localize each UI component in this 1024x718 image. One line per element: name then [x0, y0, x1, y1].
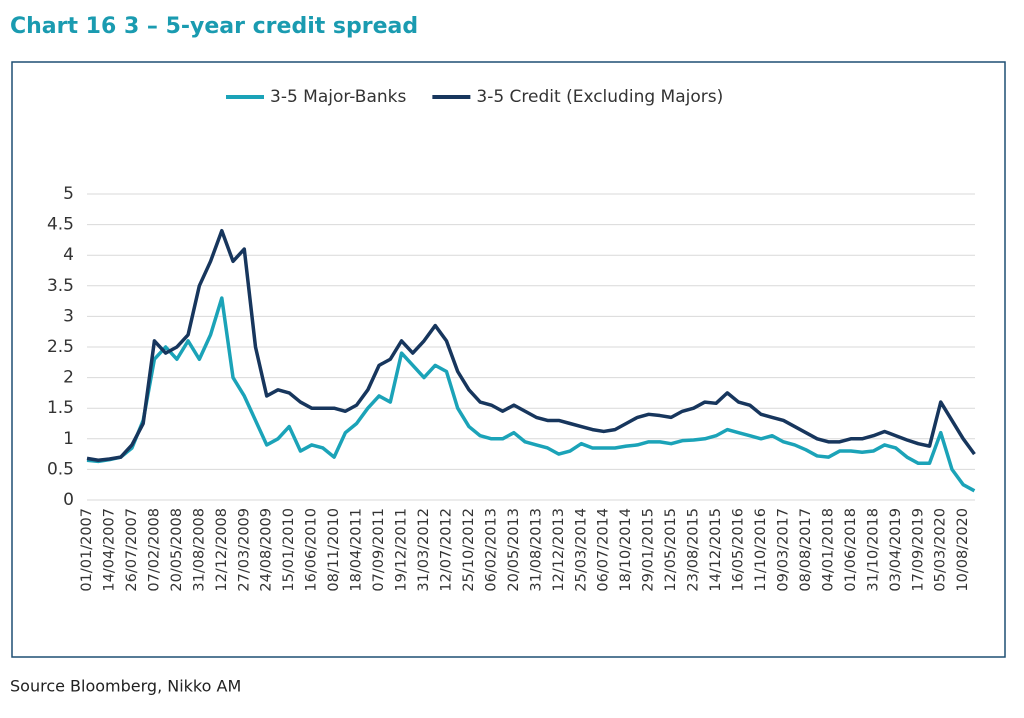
x-tick-label: 10/08/2020 — [955, 508, 971, 592]
x-tick-label: 03/04/2019 — [888, 508, 904, 592]
x-tick-label: 27/03/2009 — [236, 508, 252, 592]
x-tick-label: 08/11/2010 — [326, 508, 342, 592]
x-tick-label: 12/12/2008 — [214, 508, 230, 592]
x-tick-label: 26/07/2007 — [124, 508, 140, 592]
x-tick-label: 12/07/2012 — [438, 508, 454, 592]
y-tick-label: 1.5 — [47, 398, 74, 418]
series-line — [86, 296, 976, 493]
x-tick-label: 08/08/2017 — [798, 508, 814, 592]
x-tick-label: 20/05/2008 — [169, 508, 185, 592]
y-tick-label: 3.5 — [47, 276, 74, 296]
y-tick-label: 0.5 — [47, 459, 74, 479]
y-tick-label: 2 — [63, 368, 74, 388]
x-tick-label: 15/01/2010 — [281, 508, 297, 592]
x-tick-label: 16/06/2010 — [304, 508, 320, 592]
x-tick-label: 12/12/2013 — [551, 508, 567, 592]
x-tick-label: 18/10/2014 — [618, 508, 634, 592]
x-tick-label: 06/07/2014 — [596, 508, 612, 592]
y-tick-label: 1 — [63, 429, 74, 449]
x-tick-label: 14/04/2007 — [101, 508, 117, 592]
chart-title: Chart 16 3 – 5-year credit spread — [10, 14, 418, 39]
y-tick-label: 4 — [63, 245, 74, 265]
legend-label: 3-5 Credit (Excluding Majors) — [476, 87, 723, 107]
x-tick-label: 25/03/2014 — [573, 508, 589, 592]
x-tick-label: 06/02/2013 — [483, 508, 499, 592]
x-tick-label: 14/12/2015 — [708, 508, 724, 592]
legend-label: 3-5 Major-Banks — [270, 87, 407, 107]
x-tick-label: 01/06/2018 — [843, 508, 859, 592]
x-tick-label: 29/01/2015 — [641, 508, 657, 592]
x-tick-label: 18/04/2011 — [349, 508, 365, 592]
x-tick-label: 31/08/2008 — [191, 508, 207, 592]
x-tick-label: 31/10/2018 — [865, 508, 881, 592]
y-tick-label: 0 — [63, 490, 74, 510]
x-tick-label: 31/08/2013 — [528, 508, 544, 592]
x-tick-label: 04/01/2018 — [820, 508, 836, 592]
x-tick-label: 05/03/2020 — [933, 508, 949, 592]
x-tick-label: 01/01/2007 — [79, 508, 95, 592]
x-tick-label: 17/09/2019 — [910, 508, 926, 592]
chart-frame — [11, 61, 1006, 658]
x-tick-label: 19/12/2011 — [394, 508, 410, 592]
x-tick-label: 24/08/2009 — [259, 508, 275, 592]
y-tick-label: 5 — [63, 184, 74, 204]
x-tick-label: 20/05/2013 — [506, 508, 522, 592]
source-note: Source Bloomberg, Nikko AM — [10, 677, 241, 696]
x-tick-label: 09/03/2017 — [775, 508, 791, 592]
x-tick-label: 12/05/2015 — [663, 508, 679, 592]
x-tick-label: 16/05/2016 — [731, 508, 747, 592]
y-tick-label: 4.5 — [47, 215, 74, 235]
x-tick-label: 07/09/2011 — [371, 508, 387, 592]
x-tick-label: 11/10/2016 — [753, 508, 769, 592]
y-tick-label: 2.5 — [47, 337, 74, 357]
x-tick-label: 23/08/2015 — [686, 508, 702, 592]
x-tick-label: 07/02/2008 — [146, 508, 162, 592]
y-tick-label: 3 — [63, 306, 74, 326]
x-tick-label: 25/10/2012 — [461, 508, 477, 592]
x-tick-label: 31/03/2012 — [416, 508, 432, 592]
series-line — [86, 228, 976, 462]
